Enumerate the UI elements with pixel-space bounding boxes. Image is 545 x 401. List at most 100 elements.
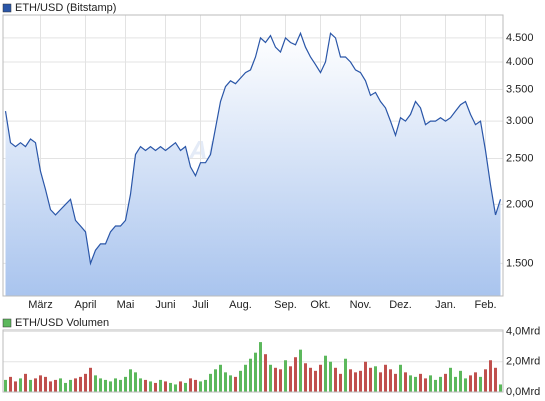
y-tick-label: 4.500	[506, 32, 534, 44]
volume-bar	[404, 372, 407, 392]
volume-bar	[124, 376, 127, 392]
y-tick-label: 0,0Mrd	[506, 386, 540, 398]
volume-bar	[359, 370, 362, 392]
x-tick-label: Nov.	[350, 299, 372, 311]
volume-bar	[234, 376, 237, 392]
y-tick-label: 2.000	[506, 198, 534, 210]
volume-bar	[204, 379, 207, 392]
x-tick-label: April	[74, 299, 96, 311]
volume-bar	[414, 376, 417, 392]
volume-bar	[434, 379, 437, 392]
x-tick-label: Juni	[155, 299, 175, 311]
y-tick-label: 4.000	[506, 56, 534, 68]
volume-bar	[379, 372, 382, 392]
volume-bar	[99, 378, 102, 392]
volume-bar	[199, 381, 202, 392]
volume-bar	[34, 378, 37, 392]
volume-bar	[64, 382, 67, 392]
plot-frame	[2, 329, 504, 393]
volume-bar	[184, 382, 187, 392]
volume-bar	[279, 369, 282, 392]
volume-bar	[39, 375, 42, 392]
volume-bar	[344, 358, 347, 392]
volume-bar	[479, 376, 482, 392]
volume-bar	[24, 373, 27, 392]
volume-bar	[69, 379, 72, 392]
volume-bar	[94, 375, 97, 392]
volume-bar	[89, 367, 92, 392]
y-tick-label: 3.000	[506, 115, 534, 127]
volume-bar	[169, 382, 172, 392]
y-tick-label: 2,0Mrd	[506, 356, 540, 368]
volume-bar	[484, 369, 487, 392]
volume-bar	[44, 376, 47, 392]
y-tick-label: 1.500	[506, 257, 534, 269]
volume-bar	[314, 370, 317, 392]
volume-bar	[349, 369, 352, 392]
volume-bar	[309, 367, 312, 392]
volume-bar	[159, 379, 162, 392]
volume-bar	[259, 342, 262, 392]
volume-bar	[284, 360, 287, 392]
volume-bar	[264, 354, 267, 392]
volume-bar	[214, 369, 217, 392]
volume-bar	[209, 373, 212, 392]
volume-bar	[399, 364, 402, 392]
volume-bar	[459, 370, 462, 392]
x-tick-label: Feb.	[474, 299, 496, 311]
volume-bar	[119, 379, 122, 392]
volume-bar	[14, 381, 17, 392]
volume-bar	[104, 379, 107, 392]
x-tick-label: Aug.	[229, 299, 252, 311]
x-tick-label: Mai	[117, 299, 135, 311]
volume-bar	[29, 379, 32, 392]
volume-bar	[134, 372, 137, 392]
volume-bar	[239, 370, 242, 392]
volume-bar	[254, 352, 257, 392]
volume-bar	[374, 366, 377, 392]
volume-bar	[149, 381, 152, 392]
volume-bar	[334, 367, 337, 392]
volume-bar	[454, 376, 457, 392]
volume-bar	[194, 379, 197, 392]
x-tick-label: Okt.	[310, 299, 330, 311]
volume-bar	[324, 355, 327, 392]
volume-bar	[54, 379, 57, 392]
volume-bar	[319, 364, 322, 392]
volume-bar	[304, 363, 307, 392]
volume-bar	[49, 381, 52, 392]
volume-bar	[9, 376, 12, 392]
volume-bar	[499, 384, 502, 392]
legend-label: ETH/USD (Bitstamp)	[15, 2, 116, 14]
volume-bar	[244, 364, 247, 392]
volume-bar	[274, 367, 277, 392]
volume-bar	[369, 367, 372, 392]
volume-bar	[129, 369, 132, 392]
price-line	[4, 31, 502, 266]
x-tick-label: Juli	[192, 299, 209, 311]
volume-bar	[19, 378, 22, 392]
volume-bar	[474, 372, 477, 392]
volume-bar	[364, 361, 367, 392]
volume-bar	[394, 373, 397, 392]
volume-bar	[224, 372, 227, 392]
x-tick-label: März	[28, 299, 52, 311]
volume-bar	[229, 375, 232, 392]
volume-bar	[4, 379, 7, 392]
volume-bar	[109, 381, 112, 392]
volume-bar	[154, 382, 157, 392]
volume-bar	[269, 364, 272, 392]
volume-bar	[249, 358, 252, 392]
x-tick-label: Sep.	[274, 299, 297, 311]
volume-bar	[84, 373, 87, 392]
volume-bar	[294, 357, 297, 392]
y-tick-label: 3.500	[506, 83, 534, 95]
legend-swatch	[2, 3, 12, 13]
volume-bar	[384, 364, 387, 392]
volume-bar	[469, 375, 472, 392]
volume-bar	[494, 367, 497, 392]
volume-bar	[424, 378, 427, 392]
volume-bar	[219, 364, 222, 392]
volume-bar	[289, 366, 292, 392]
volume-bar	[74, 378, 77, 392]
